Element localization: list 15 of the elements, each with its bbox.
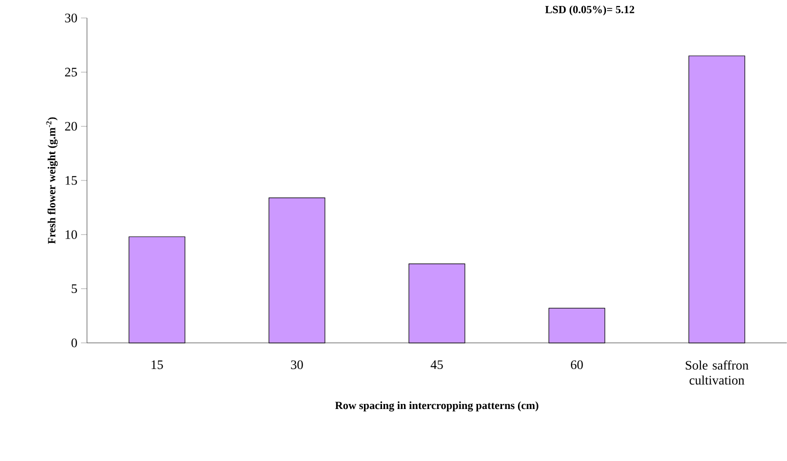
text: LSD (0.05%)= 5.12 xyxy=(545,6,634,16)
y-tick-label: 15 xyxy=(66,176,77,185)
y-tick-label: 10 xyxy=(66,230,77,240)
y-tick-label: 30 xyxy=(65,14,77,22)
y-tick-label: 20 xyxy=(65,122,77,131)
y-axis-title: Fresh flower weight (g.m$^{-2}$) xyxy=(46,117,58,244)
x-tick-label: 15 xyxy=(152,360,163,370)
x-tick-label: Sole saffron cultivation xyxy=(686,360,749,385)
x-tick-label: 30 xyxy=(291,360,303,370)
x-tick-label: 45 xyxy=(430,360,443,370)
y-tick-label: 25 xyxy=(65,68,77,77)
x-tick-label: 60 xyxy=(570,360,583,370)
y-tick-label: 0 xyxy=(71,338,77,348)
y-tick-label: 5 xyxy=(72,284,77,294)
x-axis-title: Row spacing in intercropping patterns (cm) xyxy=(335,402,538,412)
